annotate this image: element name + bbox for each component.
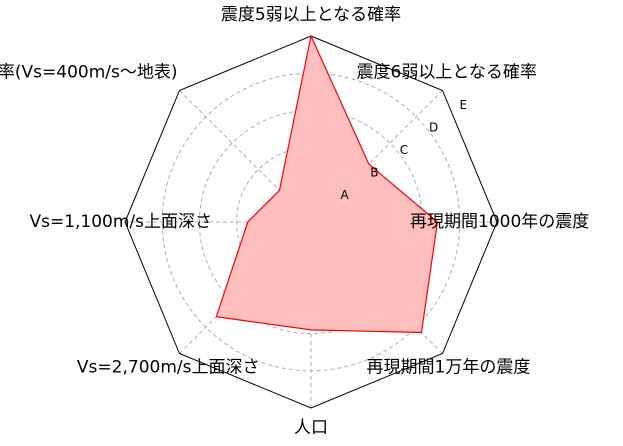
axis-label: 震度6弱以上となる確率 (357, 62, 537, 82)
axis-label: Vs=1,100m/s上面深さ (29, 212, 212, 232)
tick-label-E: E (460, 98, 468, 112)
axis-label: Vs=2,700m/s上面深さ (77, 358, 260, 378)
radar-frame (124, 35, 498, 409)
tick-label-B: B (370, 166, 378, 180)
data-series-area (215, 34, 439, 334)
tick-label-C: C (400, 143, 408, 157)
axis-label: 再現期間1000年の震度 (410, 212, 589, 232)
axis-label: 再現期間1万年の震度 (367, 358, 531, 378)
axis-label: 震度5弱以上となる確率 (221, 5, 401, 25)
tick-label-A: A (341, 188, 350, 202)
axis-label: 地盤増幅率(Vs=400m/s〜地表) (0, 62, 177, 82)
axis-label: 人口 (294, 418, 328, 438)
tick-label-D: D (429, 121, 438, 135)
